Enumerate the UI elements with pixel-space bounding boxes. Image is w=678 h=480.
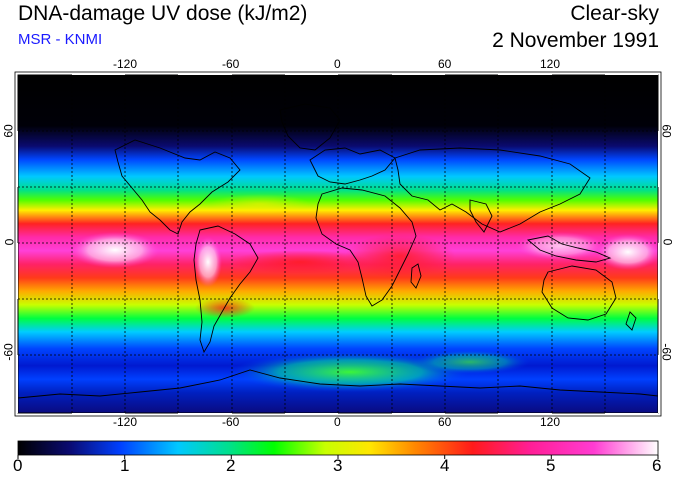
india-coast <box>469 199 493 233</box>
lon-label-bottom-minus60: -60 <box>222 415 240 429</box>
europe-coast <box>309 147 396 185</box>
colorbar-label-3: 3 <box>333 456 343 475</box>
lon-label-top-minus120: -120 <box>113 57 138 71</box>
asia-coast <box>394 147 591 233</box>
graticule <box>18 75 658 413</box>
lon-label-bottom-120: 120 <box>540 415 561 429</box>
colorbar-ticks <box>17 455 659 459</box>
colorbar-label-5: 5 <box>546 456 556 475</box>
sky-condition-label: Clear-sky <box>570 2 659 25</box>
south-america-coast <box>193 225 259 354</box>
australia-coast <box>541 265 617 321</box>
colorbar-label-2: 2 <box>226 456 236 475</box>
lon-label-top-60: 60 <box>438 57 452 71</box>
lon-label-bottom-60: 60 <box>438 415 452 429</box>
lon-label-bottom-0: 0 <box>334 415 341 429</box>
uv-field-features <box>70 194 658 392</box>
coastlines <box>18 103 658 399</box>
colorbar-label-6: 6 <box>652 456 662 475</box>
new-zealand-coast <box>625 311 637 331</box>
date-label: 2 November 1991 <box>492 29 659 52</box>
lon-label-top-120: 120 <box>540 57 561 71</box>
lon-label-top-minus60: -60 <box>222 57 240 71</box>
colorbar-label-0: 0 <box>13 456 23 475</box>
colorbar-label-1: 1 <box>120 456 130 475</box>
madagascar-coast <box>410 263 422 289</box>
colorbar-label-4: 4 <box>440 456 450 475</box>
lon-label-top-0: 0 <box>334 57 341 71</box>
indonesia-coast <box>526 235 612 263</box>
antarctica-coast <box>18 369 658 399</box>
outer-frame <box>14 71 662 417</box>
source-label: MSR - KNMI <box>18 31 103 48</box>
north-america-coast <box>114 139 241 235</box>
africa-coast <box>315 187 417 307</box>
lon-label-bottom-minus120: -120 <box>113 415 138 429</box>
frame-segments <box>15 72 661 416</box>
map-title: DNA-damage UV dose (kJ/m2) <box>18 2 308 25</box>
colorbar <box>17 440 659 456</box>
